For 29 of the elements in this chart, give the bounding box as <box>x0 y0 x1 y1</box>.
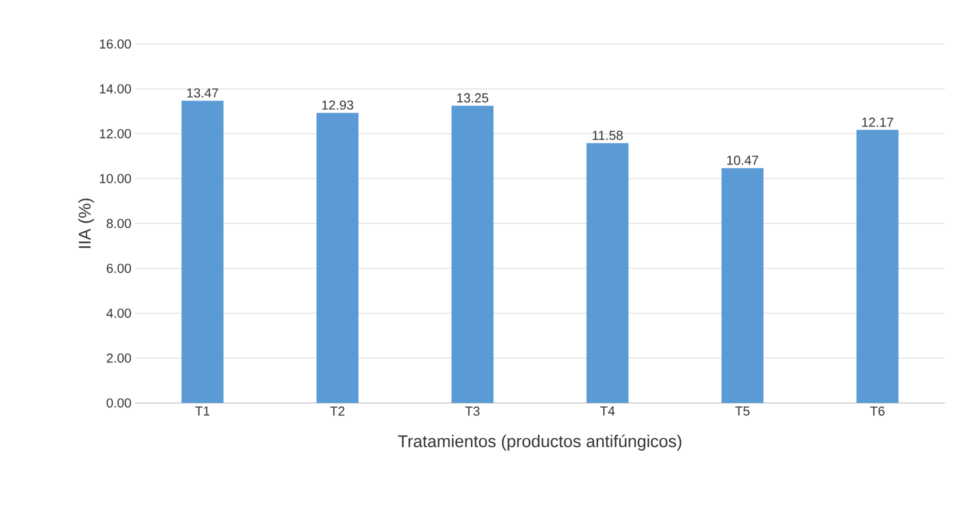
y-tick-label: 14.00 <box>100 84 131 94</box>
x-tick-label: T5 <box>735 406 750 416</box>
bar <box>452 106 494 403</box>
y-tick-label: 6.00 <box>106 264 131 273</box>
y-axis-title: IIA (%) <box>78 198 94 248</box>
y-tick-label: 0.00 <box>106 398 131 408</box>
y-tick-label: 4.00 <box>106 308 131 318</box>
bar <box>182 100 224 403</box>
x-tick-label: T6 <box>870 406 885 416</box>
y-tick-label: 10.00 <box>100 174 131 184</box>
x-axis-title: Tratamientos (productos antifúngicos) <box>398 434 682 451</box>
bar <box>856 130 898 403</box>
x-tick-label: T1 <box>195 406 210 416</box>
bar <box>721 168 764 403</box>
data-label: 11.58 <box>592 130 623 140</box>
x-tick-label: T3 <box>465 406 480 416</box>
x-tick-label: T4 <box>600 406 615 416</box>
data-label: 13.25 <box>457 93 488 102</box>
x-tick-label: T2 <box>330 406 344 416</box>
y-tick-label: 2.00 <box>106 354 131 363</box>
data-label: 12.93 <box>322 100 354 110</box>
y-tick-label: 12.00 <box>100 129 131 138</box>
data-label: 12.17 <box>862 118 894 127</box>
bar <box>316 112 359 403</box>
y-tick-label: 16.00 <box>100 39 131 49</box>
y-tick-label: 8.00 <box>106 218 131 228</box>
data-label: 10.47 <box>727 156 758 165</box>
data-label: 13.47 <box>187 88 218 98</box>
bar <box>586 143 628 403</box>
